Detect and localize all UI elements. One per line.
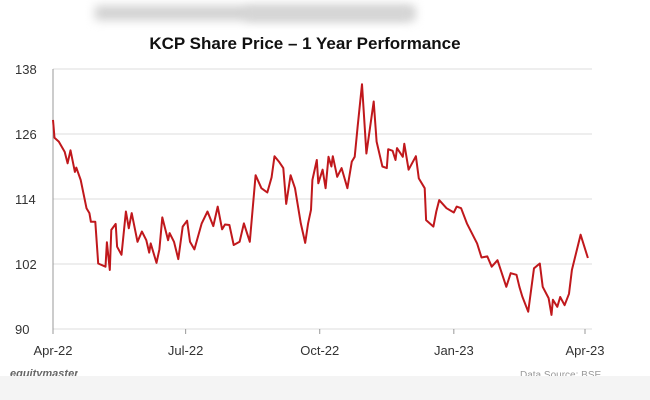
- y-tick-label: 126: [15, 127, 37, 142]
- y-tick-label: 138: [15, 62, 37, 77]
- y-tick-label: 114: [15, 192, 36, 207]
- blurred-footer: [0, 376, 650, 400]
- y-tick-label: 102: [15, 257, 37, 272]
- x-tick-label: Apr-22: [33, 343, 72, 358]
- blurred-header-2: [245, 8, 410, 20]
- chart-title: KCP Share Price – 1 Year Performance: [149, 34, 461, 53]
- x-tick-label: Jul-22: [168, 343, 203, 358]
- data-source-note: Data Source: BSE: [520, 370, 602, 376]
- y-tick-label: 90: [15, 322, 29, 337]
- equitymaster-logo: equitymaster: [10, 368, 79, 376]
- series-line-kcp: [52, 83, 589, 316]
- x-tick-label: Apr-23: [565, 343, 604, 358]
- x-tick-label: Jan-23: [434, 343, 474, 358]
- x-tick-label: Oct-22: [300, 343, 339, 358]
